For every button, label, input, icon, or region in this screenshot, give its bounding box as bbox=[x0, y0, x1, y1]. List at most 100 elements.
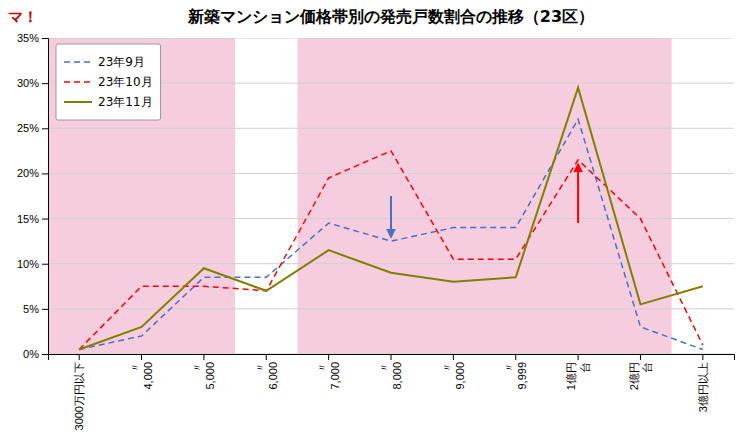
tick-mark bbox=[266, 354, 267, 360]
tick-label-line: 〃 bbox=[129, 362, 141, 373]
tick: 30% bbox=[17, 77, 48, 89]
tick-label-line: 2億円 bbox=[628, 362, 640, 390]
tick-label: 5% bbox=[23, 303, 39, 315]
tick-label: 0% bbox=[23, 348, 39, 360]
tick-label-line: 9,999 bbox=[516, 362, 528, 390]
tick: 〃9,000 bbox=[441, 354, 466, 390]
tick-label: 3000万円以下 bbox=[73, 362, 85, 430]
tick-label: 〃6,000 bbox=[254, 362, 279, 390]
legend-box bbox=[56, 44, 161, 120]
tick-mark bbox=[578, 354, 579, 360]
tick-label: 30% bbox=[17, 77, 39, 89]
tick: 20% bbox=[17, 167, 48, 179]
tick-label: 2億円台 bbox=[628, 362, 653, 390]
tick-mark bbox=[42, 38, 48, 39]
marks bbox=[48, 38, 734, 354]
grid-line bbox=[48, 128, 734, 129]
title: 新築マンション価格帯別の発売戸数割合の推移（23区） bbox=[187, 7, 594, 26]
arrow bbox=[390, 196, 392, 237]
tick-label: 1億円台 bbox=[565, 362, 590, 390]
tick-label: 25% bbox=[17, 122, 39, 134]
series-line bbox=[79, 151, 703, 350]
plot-area: 3000万円以下〃4,000〃5,000〃6,000〃7,000〃8,000〃9… bbox=[17, 32, 735, 430]
tick-label-line: 5,000 bbox=[204, 362, 216, 390]
tick: 3000万円以下 bbox=[73, 354, 85, 430]
tick: 2億円台 bbox=[628, 354, 653, 390]
legend-swatch bbox=[64, 101, 92, 103]
tick-mark bbox=[42, 128, 48, 129]
tick-label-line: 3億円以上 bbox=[697, 362, 709, 412]
tick-mark bbox=[391, 354, 392, 360]
tick: 〃8,000 bbox=[378, 354, 403, 390]
tick-label: 35% bbox=[17, 32, 39, 44]
tick-label-line: 台 bbox=[641, 362, 653, 373]
legend-swatch bbox=[64, 81, 92, 83]
tick-label-line: 8,000 bbox=[391, 362, 403, 390]
tick-label-line: 〃 bbox=[378, 362, 390, 373]
tick: 15% bbox=[17, 213, 48, 225]
legend-label: 23年11月 bbox=[98, 95, 153, 109]
tick-mark bbox=[640, 354, 641, 360]
tick-mark bbox=[79, 354, 80, 360]
grid-line bbox=[48, 38, 734, 39]
grid-line bbox=[48, 173, 734, 174]
tick-label: 20% bbox=[17, 167, 39, 179]
grid bbox=[48, 38, 734, 354]
tick: 5% bbox=[23, 303, 48, 315]
tick: 10% bbox=[17, 258, 48, 270]
tick: 35% bbox=[17, 32, 48, 44]
tick-mark bbox=[141, 354, 142, 360]
series-line bbox=[79, 119, 703, 349]
tick: 〃5,000 bbox=[191, 354, 216, 390]
tick-label-line: 〃 bbox=[254, 362, 266, 373]
tick-label: 15% bbox=[17, 213, 39, 225]
tick: 25% bbox=[17, 122, 48, 134]
tick-mark bbox=[453, 354, 454, 360]
tick-mark bbox=[42, 173, 48, 174]
tick-mark bbox=[42, 83, 48, 84]
tick-mark bbox=[42, 219, 48, 220]
tick: 3億円以上 bbox=[697, 354, 709, 412]
tick-mark bbox=[203, 354, 204, 360]
legend-label: 23年10月 bbox=[98, 75, 153, 89]
tick-label-line: 〃 bbox=[316, 362, 328, 373]
tick-label: 〃7,000 bbox=[316, 362, 341, 390]
tick: 0% bbox=[23, 348, 48, 360]
legend: 23年9月 23年10月 23年11月 bbox=[56, 44, 161, 120]
grid-line bbox=[48, 308, 734, 309]
chart: 3000万円以下〃4,000〃5,000〃6,000〃7,000〃8,000〃9… bbox=[0, 0, 750, 444]
tick-label-line: 7,000 bbox=[329, 362, 341, 390]
grid-line bbox=[48, 354, 734, 355]
tick-mark bbox=[702, 354, 703, 360]
tick-mark bbox=[515, 354, 516, 360]
tick: 1億円台 bbox=[565, 354, 590, 390]
band bbox=[297, 38, 671, 354]
tick-label-line: 3000万円以下 bbox=[73, 362, 85, 430]
tick-label-line: 〃 bbox=[503, 362, 515, 373]
legend-swatch bbox=[64, 61, 92, 63]
tick-label-line: 9,000 bbox=[454, 362, 466, 390]
y-axis: 0% 5% 10% 15% 20% 25% 30% 35% bbox=[17, 32, 49, 360]
tick-label: 〃8,000 bbox=[378, 362, 403, 390]
tick: 〃9,999 bbox=[503, 354, 528, 390]
tick: 〃4,000 bbox=[129, 354, 154, 390]
legend-label: 23年9月 bbox=[98, 55, 145, 69]
tick-label-line: 台 bbox=[579, 362, 591, 373]
tick-mark bbox=[42, 354, 48, 355]
tick-label: 〃9,999 bbox=[503, 362, 528, 390]
tick-label-line: 〃 bbox=[441, 362, 453, 373]
tick: 〃7,000 bbox=[316, 354, 341, 390]
series-line bbox=[79, 88, 703, 350]
tick-mark bbox=[328, 354, 329, 360]
tick-label: 〃5,000 bbox=[191, 362, 216, 390]
grid-line bbox=[48, 263, 734, 264]
tick-label-line: 4,000 bbox=[142, 362, 154, 390]
arrow bbox=[577, 164, 579, 223]
tick-label-line: 6,000 bbox=[267, 362, 279, 390]
tick-mark bbox=[42, 264, 48, 265]
x-axis: 3000万円以下〃4,000〃5,000〃6,000〃7,000〃8,000〃9… bbox=[49, 354, 735, 430]
axis-line bbox=[42, 39, 49, 355]
tick-label: 〃4,000 bbox=[129, 362, 154, 390]
tick-label-line: 1億円 bbox=[565, 362, 577, 390]
axis-line bbox=[49, 355, 735, 361]
